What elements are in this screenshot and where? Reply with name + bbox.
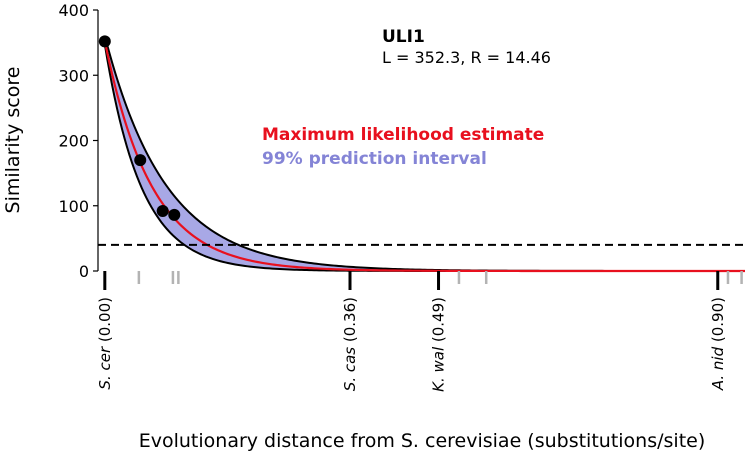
data-point-1: [98, 35, 111, 48]
species-label-1: S. cer (0.00): [96, 297, 114, 390]
species-distance: (0.36): [341, 297, 359, 342]
species-label-4: A. nid (0.90): [709, 297, 727, 391]
y-tick-label-400: 400: [58, 1, 89, 20]
species-name: S. cas: [341, 342, 359, 391]
chart-title: ULI1: [382, 27, 425, 47]
annotations: ULI1 L = 352.3, R = 14.46 Maximum likeli…: [2, 27, 705, 452]
species-label-3: K. wal (0.49): [430, 297, 448, 392]
data-point-4: [168, 208, 181, 221]
parameters-text: L = 352.3, R = 14.46: [382, 48, 551, 67]
legend-prediction-interval: 99% prediction interval: [262, 149, 487, 169]
mle-curve: [103, 40, 745, 273]
y-tick-label-0: 0: [79, 262, 89, 281]
data-point-3: [156, 204, 169, 217]
y-tick-label-300: 300: [58, 66, 89, 85]
species-label-2: S. cas (0.36): [341, 297, 359, 391]
legend-mle: Maximum likelihood estimate: [262, 125, 544, 145]
plot-area: [98, 35, 745, 273]
species-distance: (0.00): [96, 297, 114, 342]
species-distance: (0.49): [430, 297, 448, 342]
y-axis-title: Similarity score: [2, 67, 24, 214]
species-name: K. wal: [430, 342, 448, 392]
species-name: S. cer: [96, 342, 114, 389]
species-name: A. nid: [709, 342, 727, 391]
y-tick-label-100: 100: [58, 197, 89, 216]
axes: 0 100 200 300 400 S. cer (0.00) S. cas (0.36) K…: [58, 1, 743, 392]
data-point-2: [134, 154, 147, 167]
x-axis-title: Evolutionary distance from S. cerevisiae…: [139, 430, 706, 452]
species-distance: (0.90): [709, 297, 727, 342]
y-tick-label-200: 200: [58, 132, 89, 151]
